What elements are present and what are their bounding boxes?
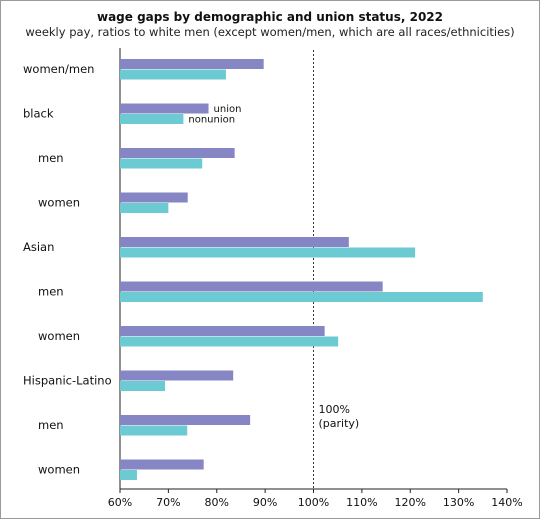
x-tick-label: 110% [346,496,377,509]
category-label: women [38,463,80,477]
x-tick-label: 100% [298,496,329,509]
category-label: black [23,107,54,121]
category-label: men [38,418,64,432]
category-label: Asian [23,240,54,254]
bar-nonunion [120,381,165,391]
bar-union [120,59,264,69]
bar-nonunion [120,470,137,480]
bar-nonunion [120,247,416,258]
parity-label: 100% [319,403,350,416]
bar-union [120,281,383,292]
bar-nonunion [120,336,339,347]
category-label: Hispanic-Latino [23,374,112,388]
category-label: men [38,151,64,165]
x-tick-label: 60% [108,496,132,509]
category-label: women/men [23,62,94,76]
parity-label: (parity) [319,417,360,430]
bar-nonunion [120,425,188,436]
chart-title: wage gaps by demographic and union statu… [96,10,443,24]
bar-union [120,415,251,425]
x-tick-label: 70% [156,496,180,509]
category-label: women [38,196,80,210]
bar-nonunion [120,69,226,80]
category-label: women [38,329,80,343]
legend-label-nonunion: nonunion [188,115,235,126]
x-tick-label: 90% [253,496,277,509]
bar-nonunion [120,158,203,169]
bar-union [120,192,188,203]
bar-union [120,103,209,114]
chart-subtitle: weekly pay, ratios to white men (except … [25,25,515,39]
bar-union [120,237,349,247]
bar-nonunion [120,292,483,302]
bar-union [120,326,325,336]
x-tick-label: 130% [443,496,474,509]
bar-nonunion [120,114,184,124]
x-tick-label: 140% [491,496,522,509]
bar-union [120,370,234,381]
bar-nonunion [120,203,169,213]
category-label: men [38,285,64,299]
x-tick-label: 80% [205,496,229,509]
bar-union [120,148,235,158]
x-tick-label: 120% [395,496,426,509]
legend-label-union: union [214,104,242,115]
bar-union [120,459,204,470]
